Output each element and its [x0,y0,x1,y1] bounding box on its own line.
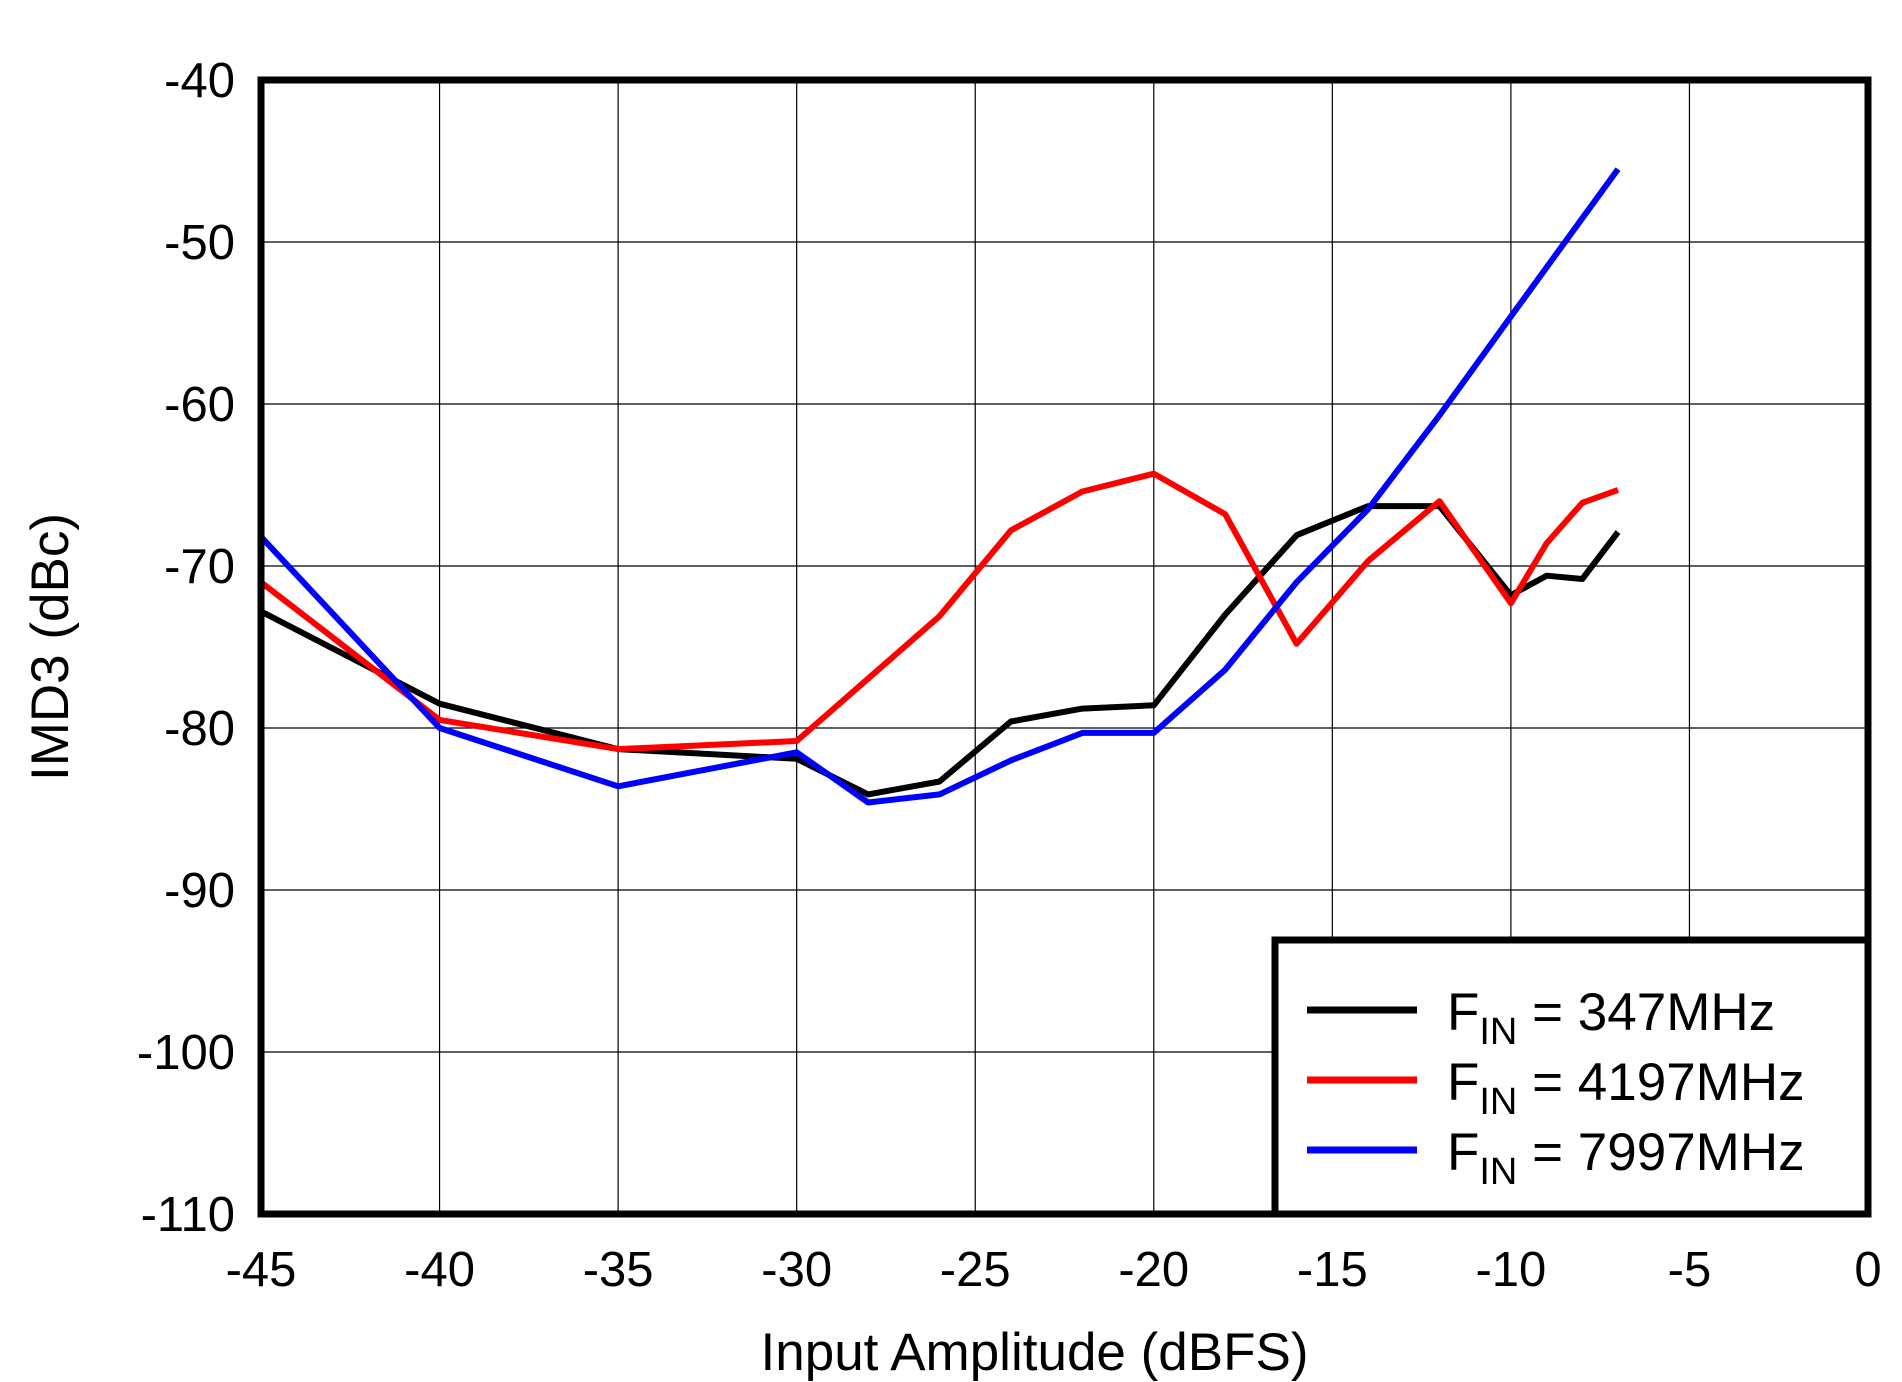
y-axis-label: IMD3 (dBc) [21,513,80,781]
x-tick-label: -25 [940,1243,1011,1297]
y-tick-label: -80 [164,702,235,756]
y-tick-label: -40 [164,54,235,108]
y-tick-label: -110 [141,1188,235,1242]
x-tick-label: -5 [1668,1243,1712,1297]
x-tick-label: -40 [404,1243,475,1297]
y-tick-label: -90 [164,864,235,918]
y-tick-label: -50 [164,216,235,270]
x-tick-label: -45 [226,1243,297,1297]
x-tick-labels: -45 -40 -35 -30 -25 -20 -15 -10 -5 0 [226,1243,1882,1297]
series-lines [258,167,1621,806]
series-line-3 [258,167,1621,806]
series-line-1 [259,503,1621,798]
x-axis-label: Input Amplitude (dBFS) [761,1323,1309,1382]
x-tick-label: -10 [1475,1243,1546,1297]
legend-label-2: FIN = 4197MHz [1447,1053,1805,1123]
x-tick-label: -35 [583,1243,654,1297]
y-tick-labels: -40 -50 -60 -70 -80 -90 -100 -110 [137,54,235,1242]
plot-frame [257,76,1872,1218]
legend-label-3: FIN = 7997MHz [1447,1123,1805,1193]
y-tick-label: -60 [164,378,235,432]
legend-label-1: FIN = 347MHz [1447,983,1775,1053]
y-tick-label: -70 [164,540,235,594]
y-tick-label: -100 [137,1026,235,1080]
series-line-2 [259,470,1620,753]
x-tick-label: 0 [1854,1243,1881,1297]
x-tick-label: -15 [1297,1243,1368,1297]
x-tick-label: -30 [761,1243,832,1297]
x-tick-label: -20 [1118,1243,1189,1297]
